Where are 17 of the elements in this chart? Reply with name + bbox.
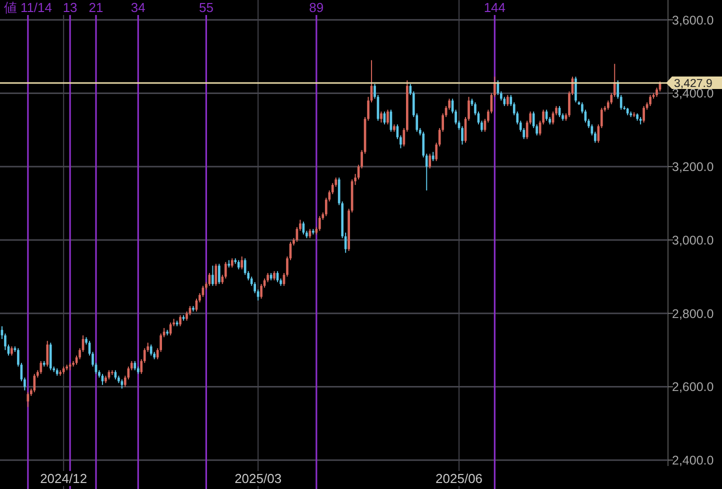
y-tick-label: 3,600.0 xyxy=(672,13,714,28)
y-tick-label: 2,400.0 xyxy=(672,454,714,468)
x-tick-label: 2025/06 xyxy=(434,471,484,486)
y-tick-label: 2,800.0 xyxy=(672,306,714,321)
ref-line-label: 3,427.9 xyxy=(674,78,712,90)
annotation: 34 xyxy=(130,0,146,15)
annotation: 89 xyxy=(309,0,324,15)
y-tick-label: 3,200.0 xyxy=(672,160,714,174)
x-tick-label: 2024/12 xyxy=(39,471,88,486)
annotation: 21 xyxy=(88,0,104,15)
y-tick-label: 3,000.0 xyxy=(672,233,714,248)
y-tick-label: 2,600.0 xyxy=(672,380,714,394)
annotation: 13 xyxy=(62,0,78,15)
x-tick-label: 2025/03 xyxy=(234,471,283,486)
annotation: 値 11/14 xyxy=(4,0,52,15)
annotation: 55 xyxy=(198,0,214,15)
annotation: 144 xyxy=(484,0,506,15)
